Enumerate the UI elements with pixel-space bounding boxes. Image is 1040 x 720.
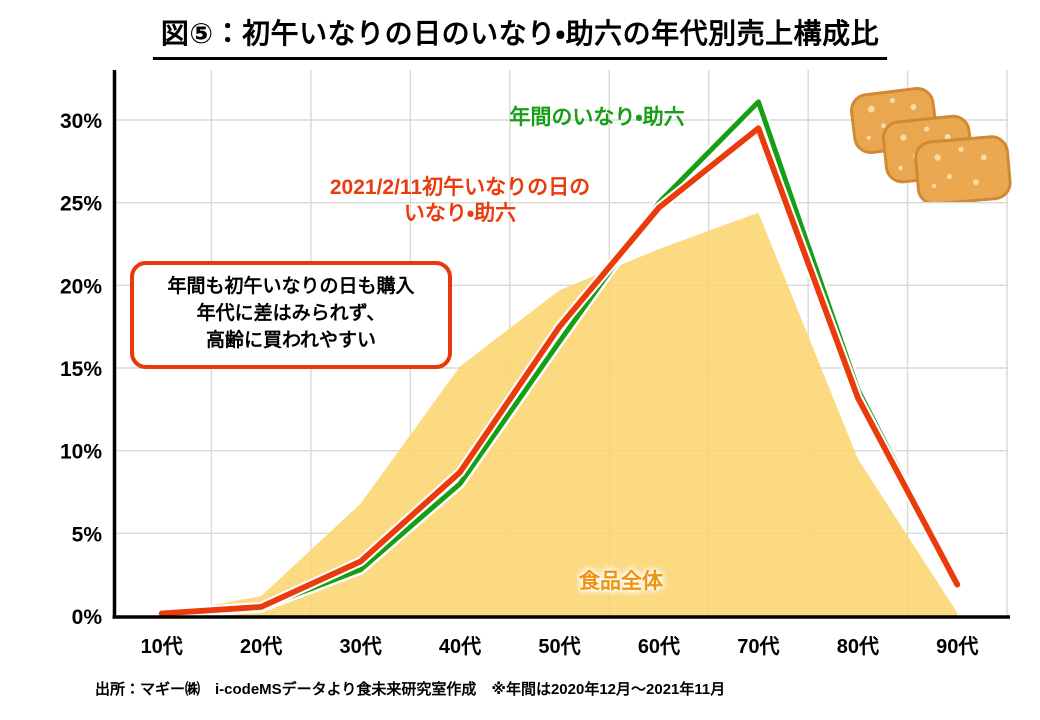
y-axis-label: 30%	[60, 110, 102, 133]
x-axis-label: 80代	[837, 635, 879, 658]
y-axis-label: 10%	[60, 441, 102, 464]
annotation-line3: 高齢に買われやすい	[205, 329, 377, 351]
source-note: 出所：マギー㈱ i-codeMSデータより食未来研究室作成 ※年間は2020年1…	[95, 681, 726, 698]
line-hatsuuma-inari	[158, 125, 961, 617]
page-title-row: 図⑤：初午いなりの日のいなり・助六の年代別売上構成比	[0, 12, 1040, 60]
y-axis-label: 15%	[60, 358, 102, 381]
red-series-label-line1: 2021/2/11初午いなりの日の	[329, 176, 591, 199]
x-axis-label: 20代	[240, 635, 282, 658]
x-axis-label: 40代	[439, 635, 481, 658]
y-axis-label: 0%	[72, 606, 103, 629]
age-composition-chart: 0% 5% 10% 15% 20% 25% 30% 10代 20代 30代 40代 50代 60代 70代…	[60, 70, 1010, 658]
x-axis-label: 90代	[936, 635, 978, 658]
y-axis-label: 5%	[72, 523, 103, 546]
annotation-line1: 年間も初午いなりの日も購入	[167, 276, 415, 297]
red-series-label-line2: いなり・助六	[403, 202, 517, 225]
x-axis-label: 70代	[737, 635, 779, 658]
x-axis-label: 50代	[538, 635, 580, 658]
inari-sushi-illustration	[850, 87, 1012, 202]
y-axis-label: 20%	[60, 275, 102, 298]
y-axis-label: 25%	[60, 193, 102, 216]
x-axis-label: 60代	[638, 635, 680, 658]
x-axis-label: 10代	[141, 635, 183, 658]
area-series-label: 食品全体	[579, 570, 663, 593]
area-food-total	[161, 212, 958, 617]
annotation-line2: 年代に差はみられず、	[196, 302, 386, 324]
x-axis-label: 30代	[339, 635, 381, 658]
annotation-callout: 年間も初午いなりの日も購入 年代に差はみられず、 高齢に買われやすい	[130, 261, 452, 369]
red-series-label: 2021/2/11初午いなりの日の いなり・助六	[330, 175, 590, 227]
page-title: 図⑤：初午いなりの日のいなり・助六の年代別売上構成比	[152, 12, 888, 60]
green-series-label: 年間のいなり・助六	[509, 106, 685, 129]
